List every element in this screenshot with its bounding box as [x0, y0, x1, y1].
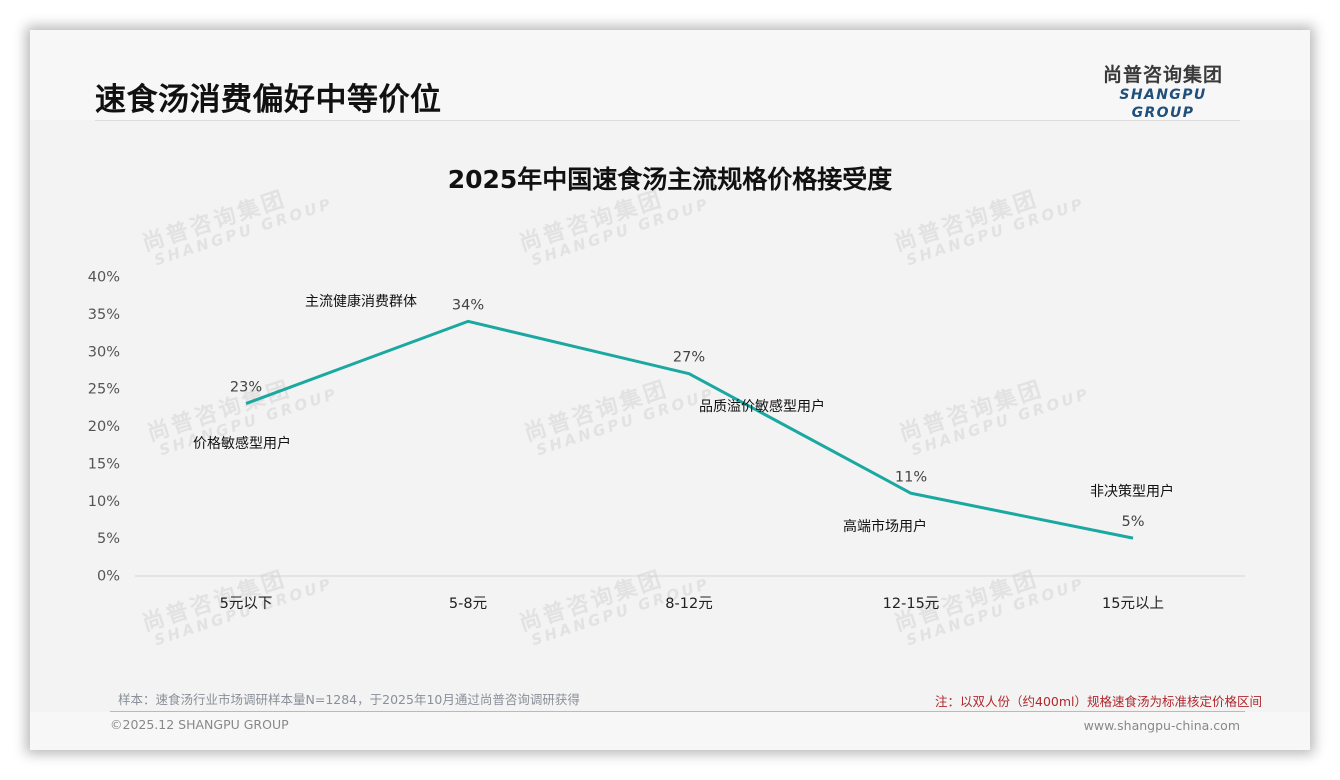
x-tick-label: 5元以下 — [220, 596, 273, 612]
data-label: 23% — [230, 380, 262, 396]
data-label: 34% — [452, 297, 484, 313]
x-tick-label: 15元以上 — [1102, 595, 1164, 612]
y-tick-label: 0% — [97, 569, 120, 585]
y-tick-label: 25% — [88, 382, 120, 398]
footer-divider — [110, 711, 1245, 712]
logo-en-text: SHANGPU GROUP — [1119, 87, 1207, 121]
data-label: 5% — [1121, 514, 1144, 530]
data-labels: 23% 34% 27% 11% 5% — [230, 297, 1145, 530]
x-axis: 5元以下 5-8元 8-12元 12-15元 15元以上 — [220, 595, 1164, 612]
y-tick-label: 35% — [88, 307, 120, 323]
y-tick-label: 30% — [88, 344, 120, 360]
copyright-text: ©2025.12 SHANGPU GROUP — [110, 717, 289, 732]
header-divider — [95, 120, 1240, 121]
y-tick-label: 40% — [88, 270, 120, 286]
annotation-label: 高端市场用户 — [843, 518, 927, 535]
annotation-label: 品质溢价敏感型用户 — [699, 398, 825, 415]
sample-note: 样本：速食汤行业市场调研样本量N=1284，于2025年10月通过尚普咨询调研获… — [118, 692, 580, 707]
x-tick-label: 5-8元 — [449, 596, 487, 612]
x-tick-label: 8-12元 — [665, 596, 712, 612]
annotation-label: 主流健康消费群体 — [305, 293, 417, 310]
y-tick-label: 15% — [88, 456, 120, 472]
price-note: 注：以双人份（约400ml）规格速食汤为标准核定价格区间 — [934, 694, 1262, 709]
y-tick-label: 20% — [88, 419, 120, 435]
logo-cn-text: 尚普咨询集团 — [1102, 64, 1223, 86]
data-label: 11% — [895, 469, 927, 485]
chart-title: 2025年中国速食汤主流规格价格接受度 — [447, 165, 893, 194]
y-tick-label: 5% — [97, 531, 120, 547]
company-logo: 尚普咨询集团 SHANGPU GROUP — [1086, 64, 1240, 122]
footer-band — [30, 712, 1310, 750]
data-label: 27% — [673, 350, 705, 366]
y-axis: 0% 5% 10% 15% 20% 25% 30% 35% 40% — [88, 270, 120, 585]
annotation-label: 价格敏感型用户 — [193, 435, 291, 452]
slide-card: 速食汤消费偏好中等价位 尚普咨询集团 SHANGPU GROUP 尚普咨询集团 S… — [30, 30, 1310, 750]
page-title: 速食汤消费偏好中等价位 — [95, 82, 442, 118]
y-tick-label: 10% — [88, 494, 120, 510]
annotation-label: 非决策型用户 — [1090, 483, 1174, 500]
header-band — [30, 30, 1310, 120]
line-chart: 0% 5% 10% 15% 20% 25% 30% 35% 40% 5元以下 5-8元 8-12元 1… — [88, 270, 1245, 612]
x-tick-label: 12-15元 — [883, 596, 940, 612]
series-line — [245, 319, 1134, 540]
website-link[interactable]: www.shangpu-china.com — [1083, 718, 1240, 733]
